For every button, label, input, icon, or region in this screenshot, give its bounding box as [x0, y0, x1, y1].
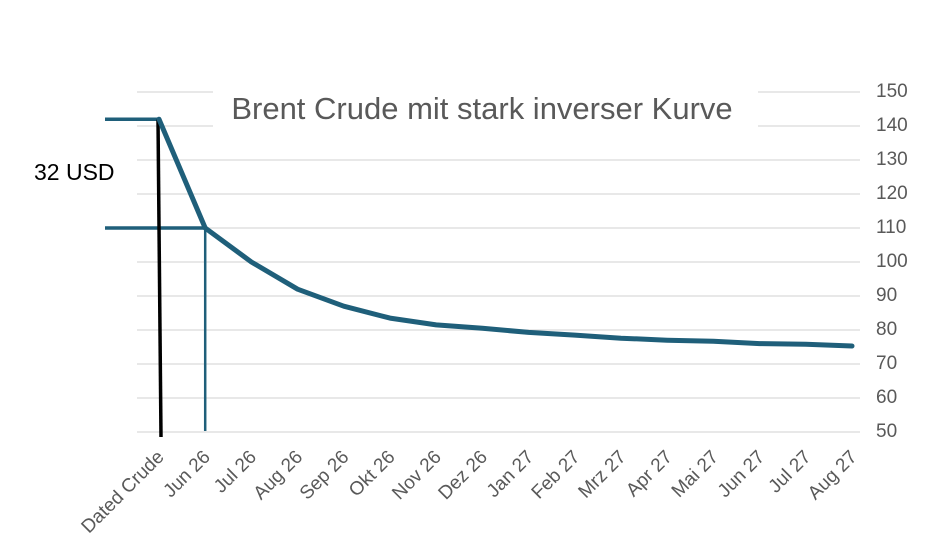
y-tick-label-100: 100: [876, 251, 908, 272]
x-tick-label-aug-26: Aug 26: [250, 447, 307, 504]
y-tick-label-140: 140: [876, 115, 908, 136]
x-tick-label-dez-26: Dez 26: [435, 447, 492, 504]
spread-annotation: [105, 117, 207, 438]
title-background: [213, 82, 758, 128]
chart-title: Brent Crude mit stark inverser Kurve: [231, 91, 732, 126]
x-tick-label-jun-26: Jun 26: [160, 447, 215, 502]
y-tick-label-120: 120: [876, 183, 908, 204]
annotation-vertical-dated: [156, 119, 163, 438]
x-tick-label-dated-crude: Dated Crude: [78, 447, 169, 538]
y-tick-label-60: 60: [876, 387, 897, 408]
y-axis-ticks: 50 60 70 80 90 100 110 120 130 140 150: [876, 81, 908, 442]
x-tick-label-mrz-27: Mrz 27: [575, 447, 631, 503]
y-tick-label-150: 150: [876, 81, 908, 102]
x-tick-label-mai-27: Mai 27: [668, 447, 723, 502]
x-tick-label-apr-27: Apr 27: [622, 447, 676, 501]
x-tick-label-feb-27: Feb 27: [528, 447, 585, 504]
y-tick-label-90: 90: [876, 285, 897, 306]
y-tick-label-80: 80: [876, 319, 897, 340]
x-tick-label-sep-26: Sep 26: [296, 447, 353, 504]
x-tick-label-jun-27: Jun 27: [714, 447, 769, 502]
x-tick-label-jan-27: Jan 27: [483, 447, 538, 502]
x-tick-label-aug-27: Aug 27: [804, 447, 861, 504]
spread-annotation-label: 32 USD: [34, 159, 115, 185]
y-tick-label-70: 70: [876, 353, 897, 374]
series-line-brent-curve: [156, 116, 855, 349]
y-tick-label-130: 130: [876, 149, 908, 170]
y-tick-label-50: 50: [876, 421, 897, 442]
y-tick-label-110: 110: [876, 217, 906, 238]
gridlines: [137, 91, 860, 433]
x-tick-label-nov-26: Nov 26: [388, 447, 445, 504]
